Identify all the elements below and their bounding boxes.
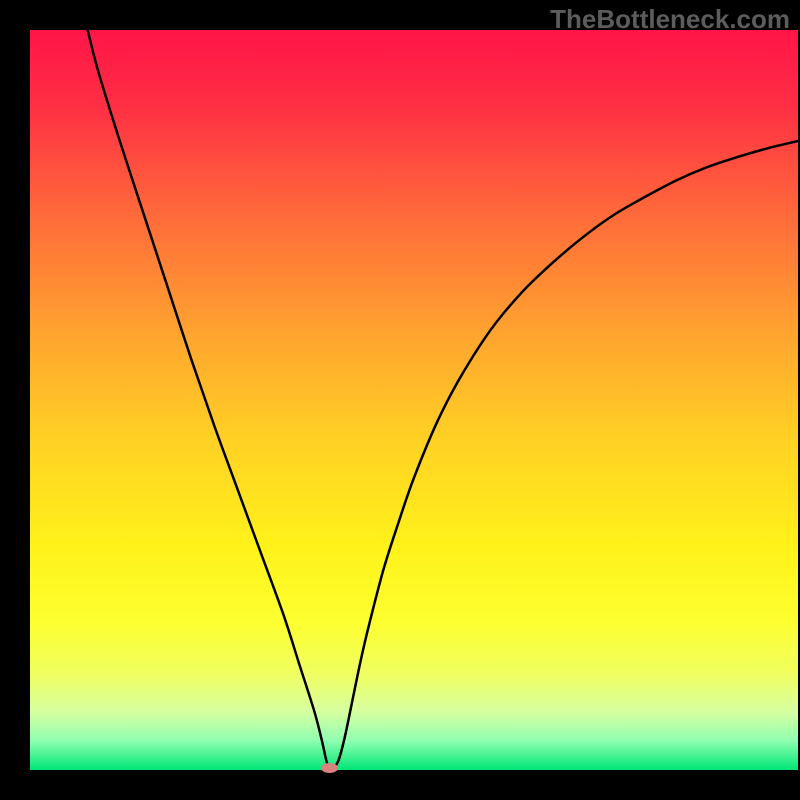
watermark-text: TheBottleneck.com (550, 4, 790, 35)
optimal-point-marker (322, 764, 338, 773)
chart-background (30, 30, 798, 770)
bottleneck-chart (0, 0, 800, 800)
chart-container: TheBottleneck.com (0, 0, 800, 800)
